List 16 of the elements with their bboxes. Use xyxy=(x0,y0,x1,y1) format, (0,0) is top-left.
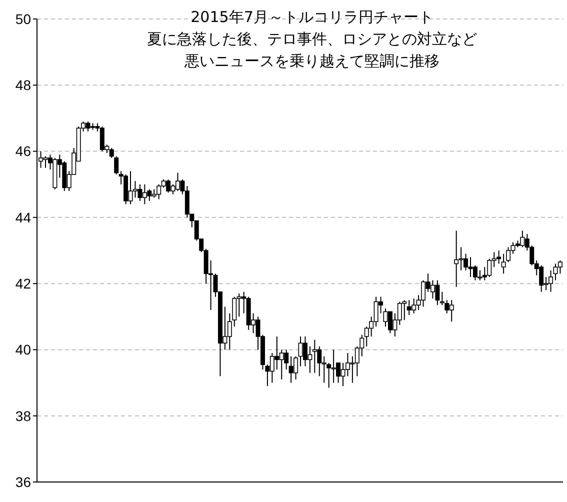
y-tick-label: 40 xyxy=(15,342,32,358)
y-tick-label: 36 xyxy=(15,474,32,490)
chart-title: 2015年7月～トルコリラ円チャート xyxy=(190,8,434,26)
candlestick xyxy=(506,246,511,263)
annotation: 悪いニュースを乗り越えて堅調に推移 xyxy=(184,52,440,70)
candlestick xyxy=(114,156,119,175)
y-tick-label: 42 xyxy=(15,275,32,292)
y-tick-label: 44 xyxy=(15,209,32,226)
candlestick xyxy=(558,260,562,274)
y-tick-label: 50 xyxy=(15,10,32,27)
candlestick xyxy=(440,291,444,306)
y-tick-label: 38 xyxy=(15,408,32,424)
y-tick-label: 48 xyxy=(15,77,32,94)
text: 夏に急落した後、テロ事件、ロシアとの対立など xyxy=(147,30,477,48)
candlestick xyxy=(501,253,506,274)
y-tick-label: 46 xyxy=(15,143,32,160)
